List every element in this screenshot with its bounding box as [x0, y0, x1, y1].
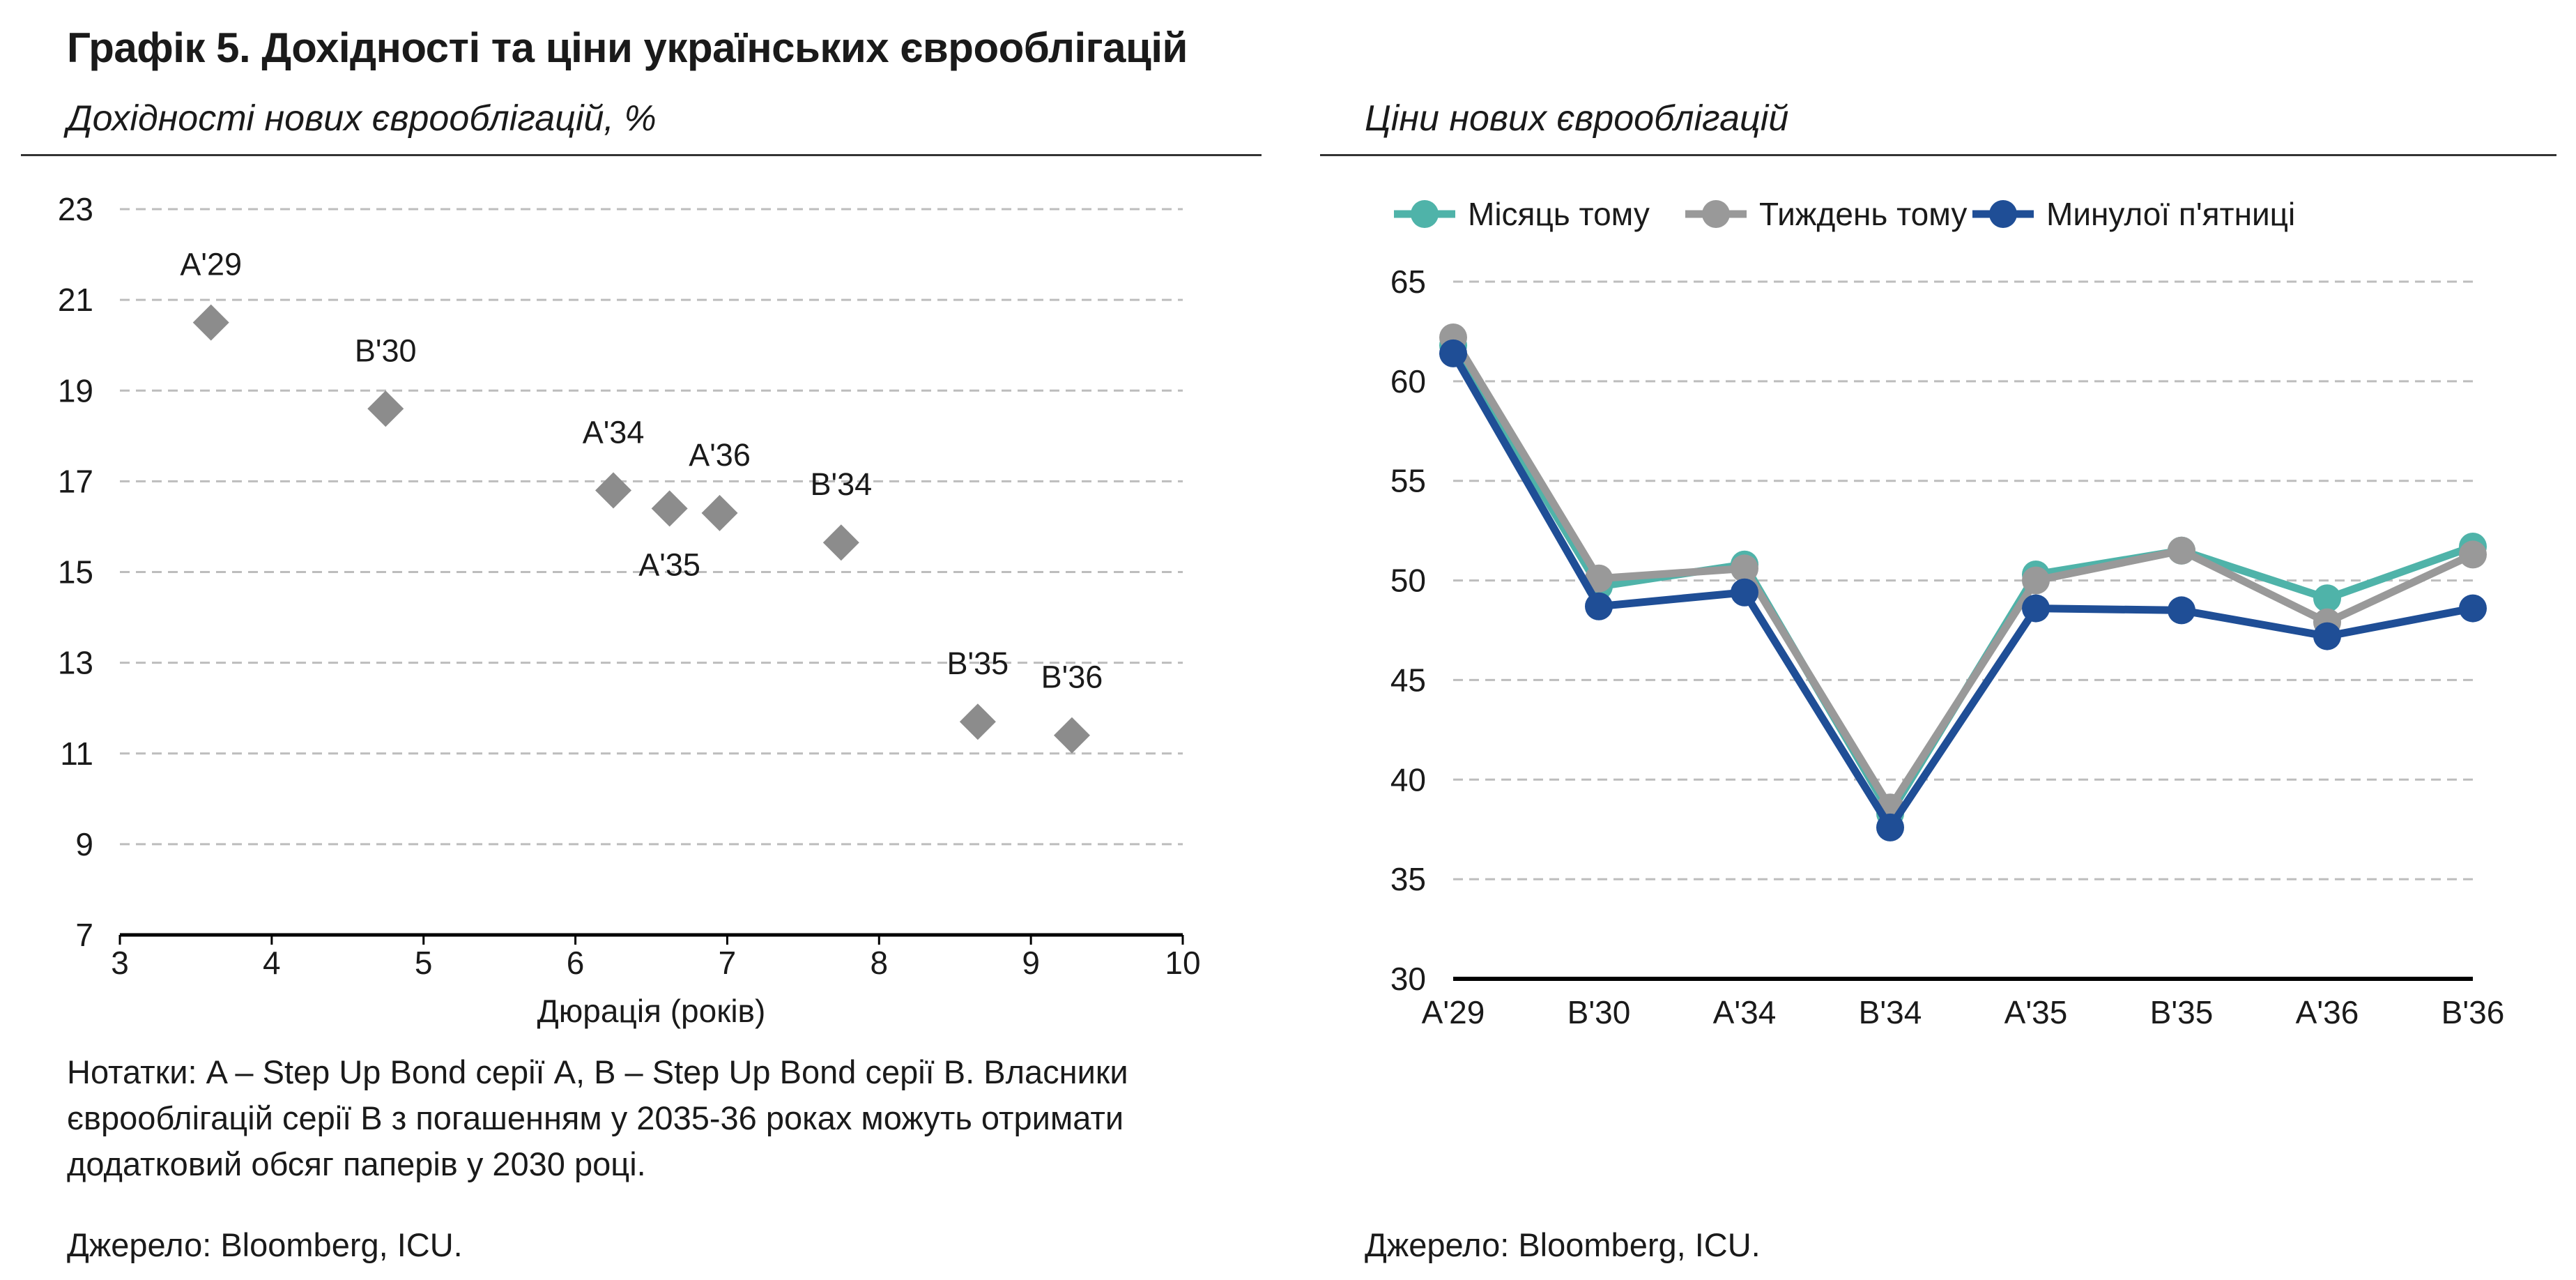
y-tick-label: 17	[58, 463, 93, 499]
figure-title: Графік 5. Дохідності та ціни українських…	[67, 24, 1188, 71]
series-point	[1585, 564, 1613, 593]
y-tick-label: 50	[1390, 563, 1426, 599]
point-label: A'34	[583, 414, 645, 450]
scatter-point	[192, 304, 229, 341]
x-tick-label: 3	[111, 945, 129, 981]
series-line	[1450, 351, 2474, 832]
series-point	[2022, 594, 2050, 623]
x-tick-label: 9	[1022, 945, 1040, 981]
legend-swatch-marker	[1411, 200, 1439, 228]
x-tick-label: A'36	[2296, 994, 2359, 1030]
y-tick-label: 15	[58, 554, 93, 591]
point-label: A'35	[638, 547, 700, 582]
x-tick-label: 7	[719, 945, 737, 981]
point-label: B'35	[947, 646, 1009, 681]
y-tick-label: 21	[58, 282, 93, 318]
right-chart-subtitle: Ціни нових єврооблігацій	[1365, 98, 1789, 139]
series-point	[1585, 592, 1613, 620]
legend-swatch-marker	[1989, 200, 2017, 228]
right-title-rule	[1320, 154, 2556, 156]
y-tick-label: 40	[1390, 761, 1426, 798]
scatter-point	[367, 390, 404, 427]
y-tick-label: 7	[75, 917, 93, 953]
y-tick-label: 60	[1390, 363, 1426, 399]
right-source: Джерело: Bloomberg, ICU.	[1365, 1226, 1761, 1263]
y-tick-label: 30	[1390, 961, 1426, 997]
point-label: B'30	[355, 333, 417, 368]
legend-swatch-marker	[1702, 200, 1730, 228]
legend-label: Минулої п'ятниці	[2046, 196, 2295, 232]
x-tick-label: A'34	[1713, 994, 1777, 1030]
series-point	[2168, 536, 2195, 565]
scatter-point	[651, 490, 688, 527]
y-tick-label: 45	[1390, 662, 1426, 698]
y-tick-label: 35	[1390, 861, 1426, 897]
scatter-point	[595, 472, 632, 509]
y-tick-label: 65	[1390, 264, 1426, 300]
series-point	[1439, 339, 1467, 367]
scatter-point	[701, 494, 738, 531]
legend-label: Місяць тому	[1468, 196, 1650, 232]
x-tick-label: B'36	[2441, 994, 2505, 1030]
x-tick-label: 10	[1165, 945, 1200, 981]
series-point	[1731, 578, 1758, 607]
x-tick-label: 8	[870, 945, 888, 981]
scatter-point	[1053, 717, 1090, 754]
x-tick-label: A'35	[2004, 994, 2068, 1030]
y-tick-label: 13	[58, 645, 93, 681]
series-point	[1731, 554, 1758, 583]
x-tick-label: B'35	[2150, 994, 2214, 1030]
y-tick-label: 55	[1390, 463, 1426, 499]
series-point	[2022, 566, 2050, 595]
scatter-point	[959, 703, 996, 740]
y-tick-label: 19	[58, 372, 93, 409]
y-tick-label: 9	[75, 826, 93, 862]
series-point	[1876, 813, 1904, 841]
series-point	[2459, 540, 2487, 569]
left-title-rule	[21, 154, 1262, 156]
y-tick-label: 11	[60, 736, 93, 772]
point-label: A'36	[689, 437, 751, 473]
x-tick-label: 6	[567, 945, 585, 981]
x-tick-label: B'34	[1859, 994, 1922, 1030]
x-axis-title: Дюрація (років)	[537, 993, 766, 1029]
scatter-point	[822, 524, 859, 561]
x-tick-label: 5	[415, 945, 433, 981]
y-tick-label: 23	[58, 191, 93, 227]
legend-label: Тиждень тому	[1759, 196, 1967, 232]
point-label: B'34	[810, 466, 872, 502]
series-point	[2313, 622, 2341, 650]
point-label: A'29	[180, 247, 242, 282]
x-tick-label: 4	[263, 945, 281, 981]
x-tick-label: B'30	[1567, 994, 1631, 1030]
left-source: Джерело: Bloomberg, ICU.	[67, 1226, 463, 1263]
left-chart-subtitle: Дохідності нових єврооблігацій, %	[67, 98, 657, 139]
point-label: B'36	[1041, 660, 1103, 695]
series-point	[2168, 596, 2195, 625]
series-point	[2459, 594, 2487, 623]
series-line	[1450, 335, 2475, 812]
x-tick-label: A'29	[1422, 994, 1485, 1030]
series-point	[2313, 584, 2341, 613]
chart-note: Нотатки: A – Step Up Bond серії A, B – S…	[67, 1053, 1128, 1182]
